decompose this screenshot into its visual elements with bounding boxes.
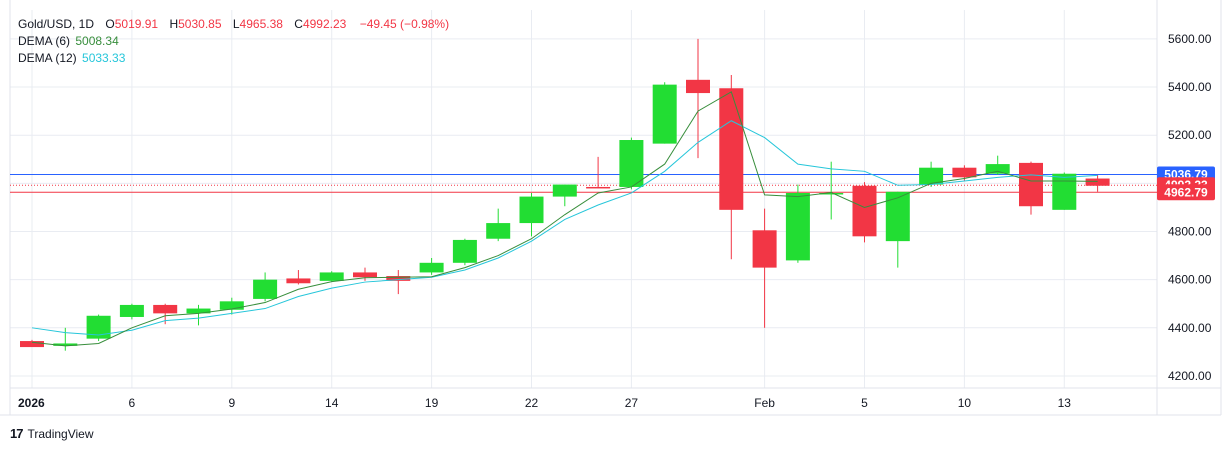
- legend-dema12-row: DEMA (12) 5033.33: [18, 50, 449, 67]
- y-tick-label: 5600.00: [1168, 32, 1212, 46]
- candle-down: [20, 341, 44, 348]
- candle-up: [919, 167, 944, 185]
- high-value: 5030.85: [178, 17, 222, 31]
- close-value: 4992.23: [302, 17, 347, 31]
- candle-up: [885, 191, 910, 242]
- x-tick-label: 27: [625, 396, 639, 410]
- low-value: 4965.38: [239, 17, 283, 31]
- dema12-line: [31, 120, 1098, 336]
- candle-up: [186, 308, 211, 314]
- x-tick-label: 19: [425, 396, 439, 410]
- candle-down: [719, 88, 744, 210]
- close-label: C: [294, 17, 303, 31]
- candle-down: [353, 272, 377, 278]
- x-tick-label: 10: [958, 396, 972, 410]
- x-tick-label: 2026: [18, 396, 45, 410]
- candle-up: [1052, 173, 1077, 210]
- y-tick-label: 5400.00: [1168, 80, 1212, 94]
- candle-up: [486, 223, 511, 239]
- dema12-label: DEMA (12): [18, 51, 77, 65]
- price-label-text: 4962.79: [1164, 185, 1208, 199]
- candle-down: [852, 185, 877, 237]
- y-tick-label: 4200.00: [1168, 369, 1212, 383]
- candle-up: [452, 239, 477, 263]
- dema6-label: DEMA (6): [18, 34, 71, 48]
- candle-up: [785, 192, 810, 261]
- candle-up: [86, 315, 111, 339]
- candle-up: [419, 262, 444, 273]
- y-tick-label: 4800.00: [1168, 225, 1212, 239]
- low-label: L: [232, 17, 240, 31]
- x-tick-label: 13: [1058, 396, 1072, 410]
- tradingview-logo-icon: 17: [10, 426, 24, 441]
- y-tick-label: 4600.00: [1168, 273, 1212, 287]
- x-tick-label: 5: [861, 396, 868, 410]
- candle-down: [153, 304, 178, 314]
- candle-down: [752, 230, 777, 268]
- legend-dema6-row: DEMA (6) 5008.34: [18, 33, 449, 50]
- candle-up: [519, 196, 544, 224]
- x-tick-label: 6: [129, 396, 136, 410]
- candle-up: [319, 272, 344, 281]
- high-label: H: [169, 17, 179, 31]
- candle-down: [952, 167, 977, 178]
- tradingview-brand[interactable]: 17 TradingView: [10, 426, 94, 441]
- x-tick-label: 22: [525, 396, 539, 410]
- candle-up: [119, 304, 144, 317]
- candle-down: [286, 278, 311, 284]
- candle-down: [1019, 162, 1043, 207]
- candle-up: [253, 279, 278, 299]
- symbol-label: Gold/USD, 1D: [18, 17, 95, 31]
- x-tick-label: 14: [325, 396, 339, 410]
- candle-down: [586, 186, 611, 189]
- candle-up: [53, 343, 78, 346]
- candle-up: [619, 140, 644, 187]
- candle-down: [1085, 178, 1110, 186]
- candle-down: [686, 79, 710, 94]
- candle-up: [552, 184, 577, 197]
- candle-up: [985, 164, 1010, 174]
- candle-up: [819, 192, 844, 195]
- open-value: 5019.91: [114, 17, 159, 31]
- dema12-value: 5033.33: [82, 51, 126, 65]
- brand-name: TradingView: [27, 426, 94, 441]
- candle-down: [386, 276, 411, 281]
- x-tick-label: 9: [228, 396, 235, 410]
- y-tick-label: 4400.00: [1168, 321, 1212, 335]
- y-tick-label: 5200.00: [1168, 128, 1212, 142]
- open-label: O: [105, 17, 115, 31]
- candle-up: [652, 84, 677, 144]
- dema6-line: [31, 91, 1098, 347]
- change-value: −49.45 (−0.98%): [359, 17, 450, 31]
- candle-up: [219, 301, 244, 310]
- price-label-box: [1157, 184, 1215, 201]
- x-tick-label: Feb: [754, 396, 775, 410]
- legend-ohlc-row: Gold/USD, 1D O5019.91 H5030.85 L4965.38 …: [18, 16, 449, 33]
- chart-legend: Gold/USD, 1D O5019.91 H5030.85 L4965.38 …: [18, 16, 449, 67]
- dema6-value: 5008.34: [75, 34, 119, 48]
